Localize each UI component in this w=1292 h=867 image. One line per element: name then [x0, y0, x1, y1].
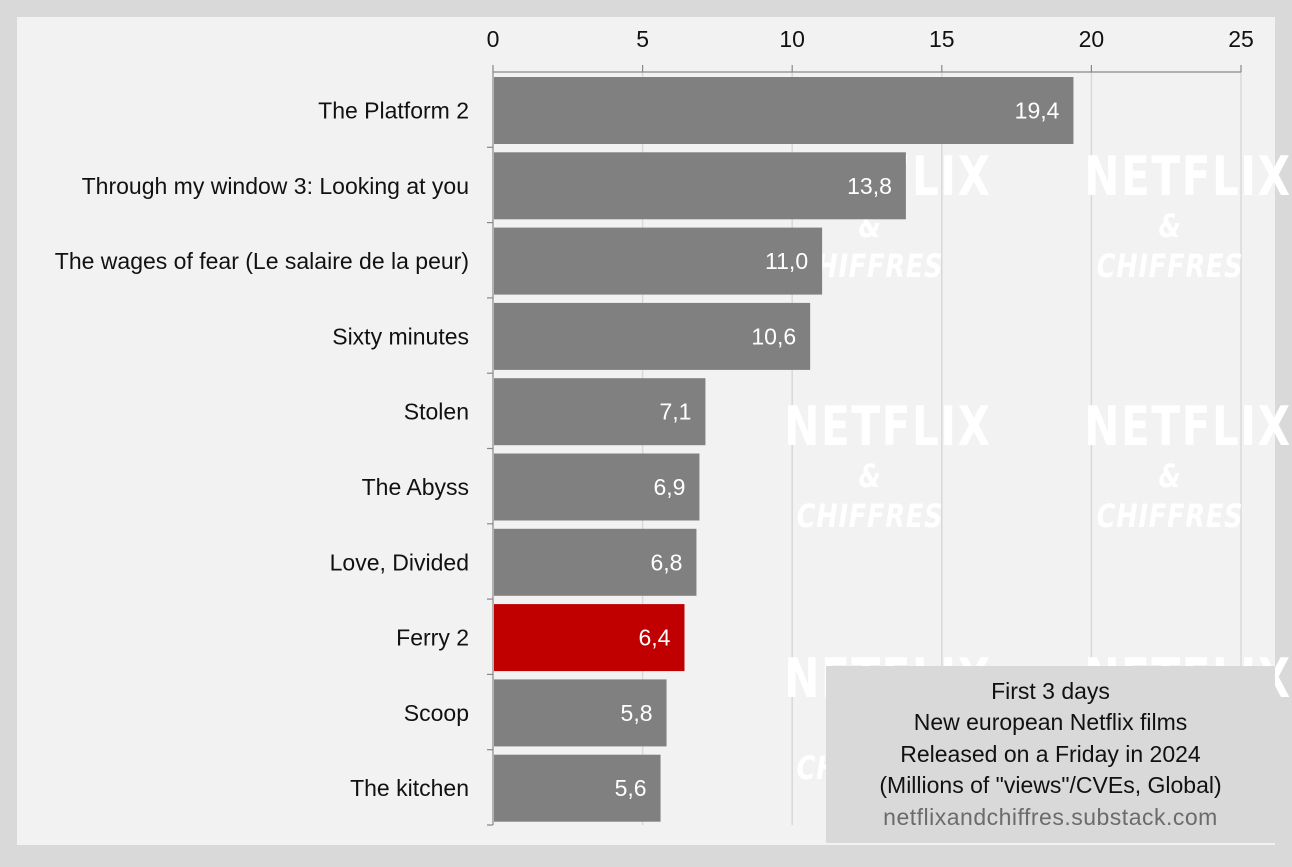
bar [494, 528, 697, 596]
bar-value-label: 13,8 [847, 173, 892, 199]
bar [494, 679, 667, 747]
bar [494, 227, 823, 295]
bar-value-label: 6,9 [653, 474, 685, 500]
x-tick-label: 10 [779, 26, 805, 52]
bar [494, 77, 1074, 144]
bar-value-label: 6,8 [650, 549, 682, 575]
x-tick-label: 20 [1079, 26, 1105, 52]
x-tick-label: 5 [636, 26, 649, 52]
bar-value-label: 19,4 [1015, 98, 1060, 124]
category-label: The Platform 2 [318, 98, 469, 124]
category-label: Love, Divided [330, 549, 469, 575]
x-tick-label: 25 [1228, 26, 1254, 52]
category-label: Ferry 2 [396, 625, 469, 651]
info-line-scope: New european Netflix films [913, 709, 1188, 736]
bars: 19,4 The Platform 2 13,8 Through my window … [55, 77, 1074, 822]
bar [494, 302, 811, 370]
category-label: The wages of fear (Le salaire de la peur… [55, 248, 469, 274]
category-label: Through my window 3: Looking at you [82, 173, 469, 199]
category-label: Scoop [404, 700, 469, 726]
bar [494, 378, 706, 446]
bar [494, 453, 700, 521]
info-line-unit: (Millions of "views"/CVEs, Global) [879, 772, 1222, 799]
bar-value-label: 5,6 [615, 775, 647, 801]
info-line-period: First 3 days [991, 677, 1110, 704]
bar [494, 152, 906, 220]
category-label: The kitchen [350, 775, 469, 801]
bar [494, 754, 661, 822]
bar [494, 604, 685, 672]
source-url: netflixandchiffres.substack.com [883, 803, 1218, 830]
info-line-release: Released on a Friday in 2024 [900, 740, 1201, 767]
bar-value-label: 11,0 [765, 248, 808, 274]
category-label: The Abyss [362, 474, 469, 500]
bar-value-label: 6,4 [639, 625, 671, 651]
x-tick-label: 15 [929, 26, 955, 52]
bar-value-label: 10,6 [751, 323, 796, 349]
category-label: Sixty minutes [332, 323, 469, 349]
info-box: First 3 days New european Netflix films … [826, 666, 1275, 843]
bar-value-label: 5,8 [621, 700, 653, 726]
x-tick-label: 0 [487, 26, 500, 52]
category-label: Stolen [404, 399, 469, 425]
bar-value-label: 7,1 [659, 399, 691, 425]
